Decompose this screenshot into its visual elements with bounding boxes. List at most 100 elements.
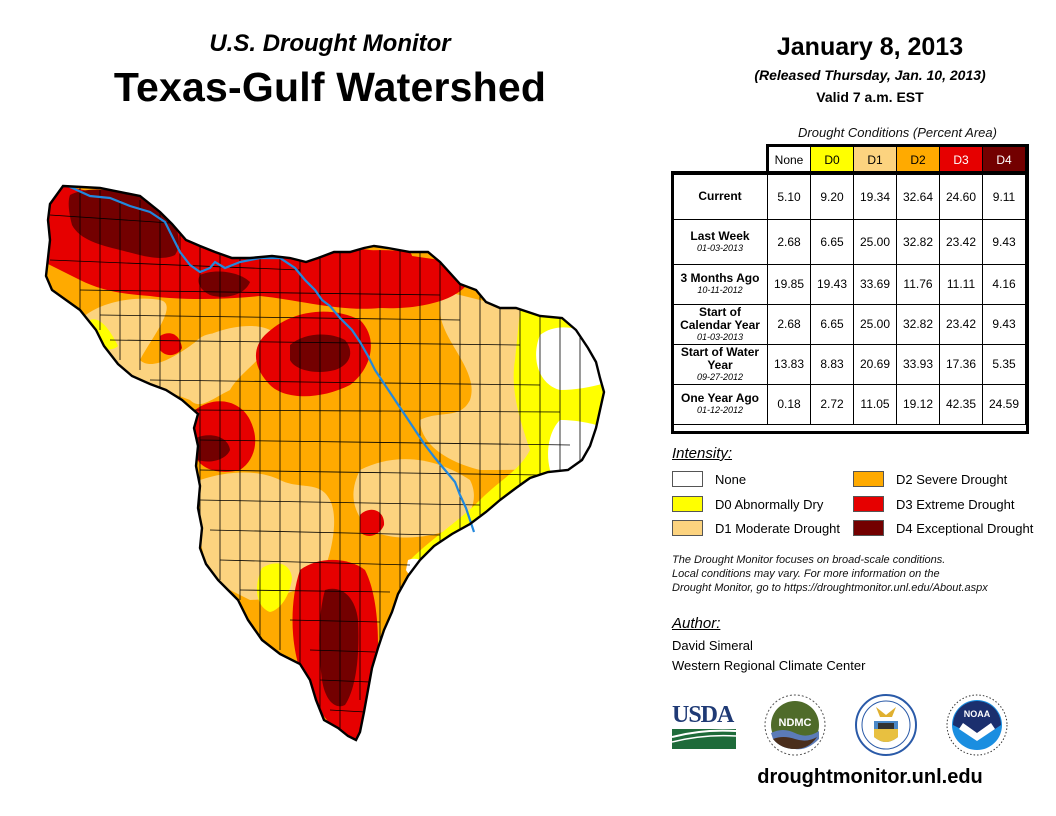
table-cell: 19.85 bbox=[767, 263, 811, 305]
drought-map bbox=[44, 184, 606, 742]
legend-item-d1: D1 Moderate Drought bbox=[672, 519, 840, 537]
footer-url[interactable]: droughtmonitor.unl.edu bbox=[757, 766, 983, 788]
table-cell: 9.43 bbox=[982, 303, 1026, 345]
table-cell: 9.11 bbox=[982, 173, 1026, 220]
table-cell: 5.10 bbox=[767, 173, 811, 220]
table-cell: 32.82 bbox=[896, 218, 940, 265]
table-cell: 33.69 bbox=[853, 263, 897, 305]
table-cell: 20.69 bbox=[853, 343, 897, 385]
legend-swatch bbox=[672, 520, 703, 536]
table-cell: 9.43 bbox=[982, 218, 1026, 265]
table-row: Last Week 01-03-2013 2.68 6.65 25.00 32.8… bbox=[672, 218, 1026, 265]
d3-zone-southcoast bbox=[360, 509, 385, 536]
table-cell: 19.12 bbox=[896, 383, 940, 425]
col-header-d0: D0 bbox=[810, 145, 854, 175]
d3-zone-northeast bbox=[310, 250, 413, 279]
table-cell: 19.34 bbox=[853, 173, 897, 220]
d0-zone-south bbox=[256, 563, 292, 612]
table-cell: 11.76 bbox=[896, 263, 940, 305]
usda-logo-text: USDA bbox=[672, 702, 734, 728]
d4-zone-west bbox=[196, 435, 230, 462]
author-block: David Simeral Western Regional Climate C… bbox=[672, 636, 865, 676]
author-name: David Simeral bbox=[672, 638, 753, 653]
author-heading: Author: bbox=[672, 615, 721, 632]
row-label-date: 01-03-2013 bbox=[696, 331, 744, 342]
table-header-row: None D0 D1 D2 D3 D4 bbox=[673, 145, 1026, 175]
table-cell: 42.35 bbox=[939, 383, 983, 425]
table-caption: Drought Conditions (Percent Area) bbox=[798, 125, 997, 140]
table-cell: 8.83 bbox=[810, 343, 854, 385]
legend-item-d2: D2 Severe Drought bbox=[853, 470, 1007, 488]
legend-swatch bbox=[672, 471, 703, 487]
table-cell: 13.83 bbox=[767, 343, 811, 385]
header-blank bbox=[673, 146, 768, 175]
monitor-subtitle: U.S. Drought Monitor bbox=[209, 30, 451, 57]
table-cell: 4.16 bbox=[982, 263, 1026, 305]
legend-swatch bbox=[853, 496, 884, 512]
legend-swatch bbox=[853, 520, 884, 536]
row-label: 3 Months Ago 10-11-2012 bbox=[672, 263, 768, 305]
table-cell: 23.42 bbox=[939, 218, 983, 265]
note-line: Drought Monitor, go to https://droughtmo… bbox=[672, 582, 988, 594]
d3-zone-mid bbox=[160, 333, 182, 356]
row-label-text: Last Week bbox=[690, 228, 750, 243]
row-label-text: Start of Calendar Year bbox=[680, 304, 760, 332]
row-label: Last Week 01-03-2013 bbox=[672, 218, 768, 265]
table-cell: 17.36 bbox=[939, 343, 983, 385]
usda-logo: USDA bbox=[671, 702, 737, 749]
row-label: Start of Calendar Year 01-03-2013 bbox=[672, 303, 768, 345]
row-label-text: 3 Months Ago bbox=[680, 271, 760, 285]
col-header-none: None bbox=[767, 145, 811, 175]
county-boundaries bbox=[49, 186, 581, 735]
d1-zone-center bbox=[189, 333, 244, 370]
legend-label: None bbox=[715, 471, 747, 487]
table-cell: 25.00 bbox=[853, 303, 897, 345]
watershed-title: Texas-Gulf Watershed bbox=[113, 64, 547, 110]
doc-seal-logo bbox=[855, 694, 917, 756]
legend-label: D4 Exceptional Drought bbox=[896, 520, 1034, 536]
col-header-d4: D4 bbox=[982, 145, 1026, 175]
d1-zone-coast bbox=[353, 459, 474, 538]
row-label-date: 09-27-2012 bbox=[696, 371, 744, 382]
row-label: Start of Water Year 09-27-2012 bbox=[672, 343, 768, 385]
row-label-date: 01-03-2013 bbox=[696, 242, 744, 253]
table-cell: 11.11 bbox=[939, 263, 983, 305]
row-label-date: 10-11-2012 bbox=[697, 285, 743, 295]
legend-item-d4: D4 Exceptional Drought bbox=[853, 519, 1033, 537]
legend-item-d3: D3 Extreme Drought bbox=[853, 495, 1015, 513]
d1-zone-southwest bbox=[200, 472, 335, 600]
noaa-logo: NOAA bbox=[946, 694, 1008, 756]
table-cell: 32.82 bbox=[896, 303, 940, 345]
row-label-text: One Year Ago bbox=[680, 391, 760, 405]
legend-label: D2 Severe Drought bbox=[896, 471, 1008, 487]
drought-conditions-table: None D0 D1 D2 D3 D4 Current 5.10 9.20 19… bbox=[672, 145, 1026, 425]
table-row: 3 Months Ago 10-11-2012 19.85 19.43 33.69… bbox=[672, 263, 1026, 305]
row-label-text: Start of Water Year bbox=[680, 344, 760, 372]
col-header-d1: D1 bbox=[853, 145, 897, 175]
d1-zone-west bbox=[80, 298, 275, 405]
legend-label: D3 Extreme Drought bbox=[896, 496, 1015, 512]
note-line: The Drought Monitor focuses on broad-sca… bbox=[672, 554, 946, 566]
row-label-date: 01-12-2012 bbox=[696, 405, 744, 415]
river-line bbox=[67, 184, 476, 533]
col-header-d2: D2 bbox=[896, 145, 940, 175]
table-cell: 0.18 bbox=[767, 383, 811, 425]
table-cell: 9.20 bbox=[810, 173, 854, 220]
table-cell: 23.42 bbox=[939, 303, 983, 345]
row-label-text: Current bbox=[698, 189, 742, 203]
table-row: Current 5.10 9.20 19.34 32.64 24.60 9.11 bbox=[672, 173, 1026, 220]
table-cell: 2.68 bbox=[767, 303, 811, 345]
author-org: Western Regional Climate Center bbox=[672, 658, 866, 673]
table-row: Start of Calendar Year 01-03-2013 2.68 6.… bbox=[672, 303, 1026, 345]
table-cell: 2.72 bbox=[810, 383, 854, 425]
legend-swatch bbox=[672, 496, 703, 512]
noaa-logo-text: NOAA bbox=[964, 709, 991, 719]
table-cell: 2.68 bbox=[767, 218, 811, 265]
table-cell: 32.64 bbox=[896, 173, 940, 220]
table-cell: 6.65 bbox=[810, 218, 854, 265]
d4-zone-northwest bbox=[68, 189, 179, 258]
table-cell: 25.00 bbox=[853, 218, 897, 265]
legend-item-d0: D0 Abnormally Dry bbox=[672, 495, 823, 513]
d4-zone-north-center bbox=[198, 271, 250, 297]
ndmc-logo-text: NDMC bbox=[779, 717, 812, 729]
